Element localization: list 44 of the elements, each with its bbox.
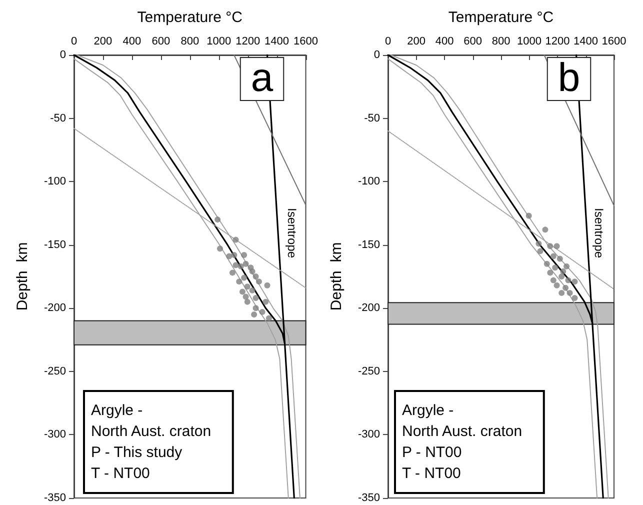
- y-tick-label: -250: [44, 365, 66, 378]
- y-axis-title: Depth km: [328, 242, 345, 311]
- x-tick-label: 800: [492, 36, 510, 48]
- y-tick-label: -250: [358, 365, 380, 378]
- annotation: b: [558, 56, 580, 100]
- x-tick-label: 600: [464, 36, 482, 48]
- annotation: a: [250, 56, 274, 100]
- y-tick-label: -100: [358, 176, 380, 188]
- y-tick-label: -150: [358, 238, 380, 251]
- x-axis-title: Temperature °C: [137, 9, 243, 26]
- x-tick-label: 1600: [602, 36, 626, 48]
- y-tick-label: -300: [44, 428, 66, 441]
- y-tick-label: -200: [44, 302, 66, 314]
- x-tick-label: 600: [152, 36, 170, 48]
- x-tick-label: 1400: [264, 36, 290, 48]
- x-tick-label: 400: [435, 36, 454, 48]
- y-tick-label: -50: [364, 112, 380, 124]
- x-tick-label: 0: [70, 36, 78, 48]
- x-tick-label: 400: [122, 36, 142, 48]
- x-tick-label: 1000: [206, 36, 232, 48]
- x-tick-label: 1400: [574, 36, 598, 48]
- annotation: Isentrope: [592, 208, 606, 258]
- y-tick-label: -50: [50, 112, 66, 124]
- annotation: Argyle - North Aust. craton P - This study T - NT00: [91, 402, 212, 482]
- y-tick-label: -300: [358, 428, 380, 441]
- x-tick-label: 1200: [236, 36, 260, 48]
- y-tick-label: -200: [358, 302, 380, 314]
- x-tick-label: 200: [407, 36, 426, 48]
- y-tick-label: -150: [44, 238, 66, 251]
- x-tick-label: 200: [94, 36, 112, 48]
- x-tick-label: 800: [180, 36, 200, 48]
- x-tick-label: 1000: [517, 36, 542, 48]
- x-tick-label: 0: [384, 36, 392, 48]
- x-tick-label: 1200: [545, 36, 570, 48]
- x-tick-label: 1600: [294, 36, 318, 48]
- y-tick-label: -350: [358, 492, 380, 504]
- y-tick-label: -100: [44, 176, 66, 188]
- x-axis-title: Temperature °C: [448, 9, 554, 26]
- y-tick-label: -350: [44, 492, 66, 504]
- y-axis-title: Depth km: [14, 242, 31, 311]
- y-tick-label: 0: [60, 49, 66, 61]
- y-tick-label: 0: [374, 49, 380, 61]
- annotation: Isentrope: [285, 208, 299, 258]
- annotation: Argyle - North Aust. craton P - NT00 T - NT00: [402, 402, 522, 482]
